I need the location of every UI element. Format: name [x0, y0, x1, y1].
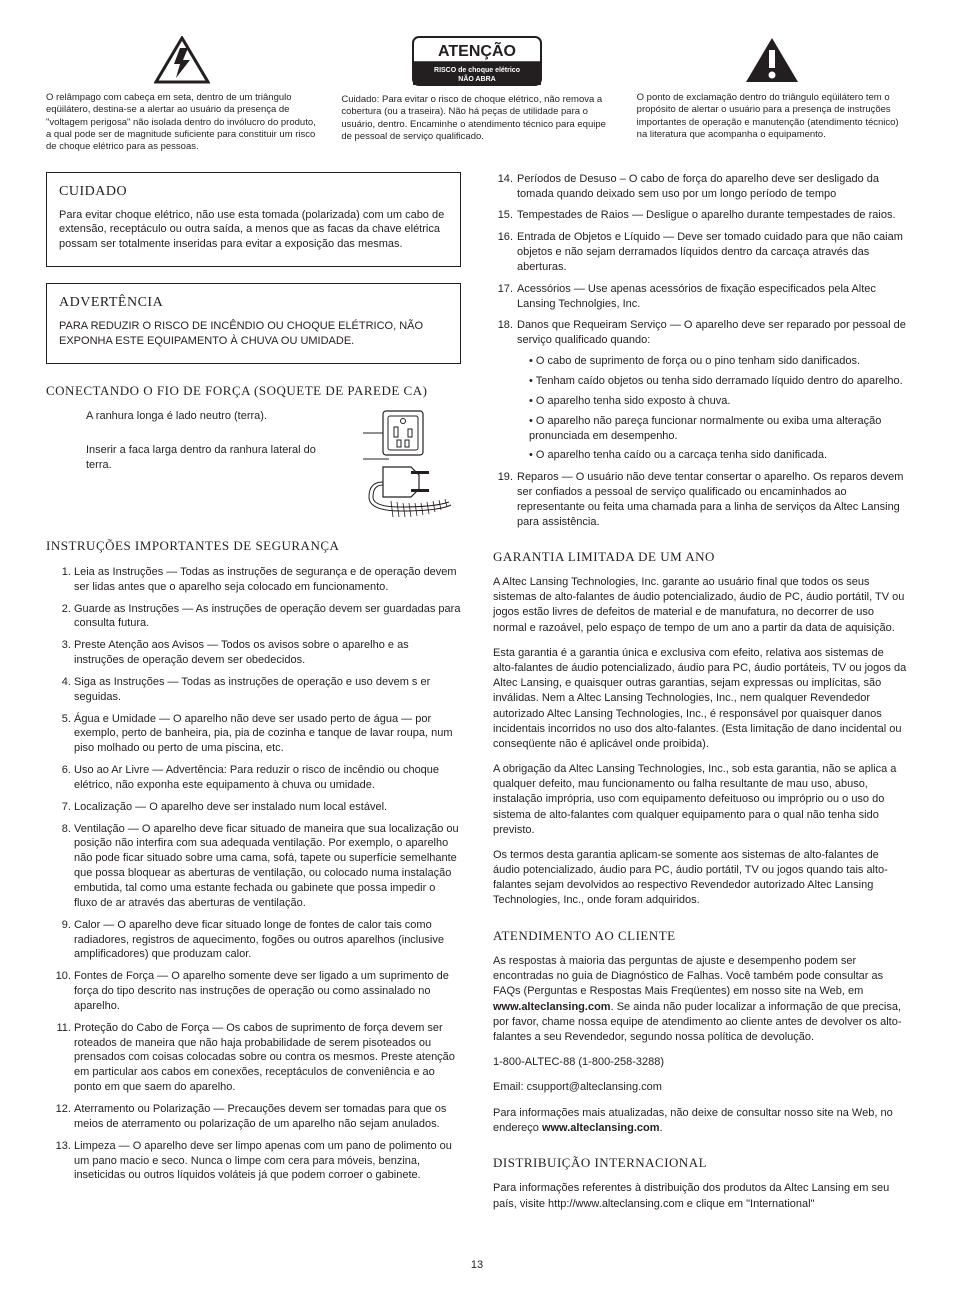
exclaim-icon-block: O ponto de exclamação dentro do triângul… — [637, 36, 908, 154]
page-number: 13 — [46, 1258, 908, 1273]
plug-diagram-block: A ranhura longa é lado neutro (terra). I… — [86, 409, 461, 519]
atendimento-title: ATENDIMENTO AO CLIENTE — [493, 927, 908, 945]
lightning-caption: O relâmpago com cabeça em seta, dentro d… — [46, 92, 317, 154]
left-column: CUIDADO Para evitar choque elétrico, não… — [46, 172, 461, 1222]
lightning-icon-block: O relâmpago com cabeça em seta, dentro d… — [46, 36, 317, 154]
instruction-item: Acessórios — Use apenas acessórios de fi… — [517, 282, 908, 312]
plug-label-2: Inserir a faca larga dentro da ranhura l… — [86, 443, 333, 474]
atencao-caption: Cuidado: Para evitar o risco de choque e… — [341, 94, 612, 143]
atencao-label-icon: ATENÇÃO RISCO de choque elétrico NÃO ABR… — [341, 36, 612, 86]
instructions-list-left: Leia as Instruções — Todas as instruções… — [56, 565, 461, 1183]
advertencia-box: ADVERTÊNCIA PARA REDUZIR O RISCO DE INCÊ… — [46, 283, 461, 364]
exclaim-triangle-icon — [637, 36, 908, 84]
instruction-sublist: O cabo de suprimento de força ou o pino … — [529, 354, 908, 463]
instruction-item: Preste Atenção aos Avisos — Todos os avi… — [74, 638, 461, 668]
atendimento-p2: Para informações mais atualizadas, não d… — [493, 1106, 908, 1136]
atendimento-site2: www.alteclansing.com — [542, 1122, 660, 1134]
atendimento-p2b: . — [660, 1122, 663, 1134]
instructions-list-right: Períodos de Desuso – O cabo de força do … — [493, 172, 908, 530]
instruction-item: Danos que Requeiram Serviço — O aparelho… — [517, 318, 908, 463]
plug-labels: A ranhura longa é lado neutro (terra). I… — [86, 409, 333, 473]
plug-label-1: A ranhura longa é lado neutro (terra). — [86, 409, 333, 424]
atencao-icon-block: ATENÇÃO RISCO de choque elétrico NÃO ABR… — [341, 36, 612, 154]
svg-text:NÃO ABRA: NÃO ABRA — [458, 74, 495, 83]
garantia-p2: Esta garantia é a garantia única e exclu… — [493, 646, 908, 752]
garantia-p3: A obrigação da Altec Lansing Technologie… — [493, 762, 908, 838]
atendimento-p1a: As respostas à maioria das perguntas de … — [493, 955, 883, 997]
instruction-item: Ventilação — O aparelho deve ficar situa… — [74, 822, 461, 911]
instruction-item: Calor — O aparelho deve ficar situado lo… — [74, 918, 461, 963]
instruction-item: Aterramento ou Polarização — Precauções … — [74, 1102, 461, 1132]
instruction-subitem: O cabo de suprimento de força ou o pino … — [529, 354, 908, 369]
svg-text:RISCO de choque elétrico: RISCO de choque elétrico — [434, 67, 520, 74]
instruction-item: Limpeza — O aparelho deve ser limpo apen… — [74, 1139, 461, 1184]
distrib-title: DISTRIBUIÇÃO INTERNACIONAL — [493, 1154, 908, 1172]
garantia-p4: Os termos desta garantia aplicam-se some… — [493, 848, 908, 909]
instruction-item: Uso ao Ar Livre — Advertência: Para redu… — [74, 763, 461, 793]
instruction-subitem: O aparelho tenha caído ou a carcaça tenh… — [529, 448, 908, 463]
cuidado-box: CUIDADO Para evitar choque elétrico, não… — [46, 172, 461, 267]
atendimento-email: Email: csupport@alteclansing.com — [493, 1080, 908, 1095]
atendimento-phone: 1-800-ALTEC-88 (1-800-258-3288) — [493, 1055, 908, 1070]
main-columns: CUIDADO Para evitar choque elétrico, não… — [46, 172, 908, 1222]
instruction-item: Guarde as Instruções — As instruções de … — [74, 602, 461, 632]
instruction-item: Reparos — O usuário não deve tentar cons… — [517, 470, 908, 529]
cuidado-title: CUIDADO — [59, 183, 448, 202]
conectando-title: CONECTANDO O FIO DE FORÇA (SOQUETE DE PA… — [46, 382, 461, 400]
advertencia-title: ADVERTÊNCIA — [59, 294, 448, 313]
instruction-item: Tempestades de Raios — Desligue o aparel… — [517, 208, 908, 223]
garantia-p1: A Altec Lansing Technologies, Inc. garan… — [493, 575, 908, 636]
instruction-item: Leia as Instruções — Todas as instruções… — [74, 565, 461, 595]
distrib-body: Para informações referentes à distribuiç… — [493, 1181, 908, 1211]
instruction-item: Água e Umidade — O aparelho não deve ser… — [74, 712, 461, 757]
instruction-item: Siga as Instruções — Todas as instruções… — [74, 675, 461, 705]
atendimento-site1: www.alteclansing.com — [493, 1001, 611, 1013]
instruction-item: Fontes de Força — O aparelho somente dev… — [74, 969, 461, 1014]
garantia-title: GARANTIA LIMITADA DE UM ANO — [493, 548, 908, 566]
instruction-subitem: Tenham caído objetos ou tenha sido derra… — [529, 374, 908, 389]
svg-text:ATENÇÃO: ATENÇÃO — [438, 40, 516, 60]
cuidado-body: Para evitar choque elétrico, não use est… — [59, 208, 448, 253]
instruction-item: Entrada de Objetos e Líquido — Deve ser … — [517, 230, 908, 275]
instrucoes-title: INSTRUÇÕES IMPORTANTES DE SEGURANÇA — [46, 537, 461, 555]
lightning-triangle-icon — [46, 36, 317, 84]
warning-icons-row: O relâmpago com cabeça em seta, dentro d… — [46, 36, 908, 154]
right-column: Períodos de Desuso – O cabo de força do … — [493, 172, 908, 1222]
instruction-item: Localização — O aparelho deve ser instal… — [74, 800, 461, 815]
exclaim-caption: O ponto de exclamação dentro do triângul… — [637, 92, 908, 141]
instruction-item: Proteção do Cabo de Força — Os cabos de … — [74, 1021, 461, 1095]
advertencia-body: PARA REDUZIR O RISCO DE INCÊNDIO OU CHOQ… — [59, 319, 448, 349]
instruction-subitem: O aparelho não pareça funcionar normalme… — [529, 414, 908, 444]
instruction-item: Períodos de Desuso – O cabo de força do … — [517, 172, 908, 202]
atendimento-p1: As respostas à maioria das perguntas de … — [493, 954, 908, 1045]
instruction-subitem: O aparelho tenha sido exposto à chuva. — [529, 394, 908, 409]
plug-outlet-icon — [361, 409, 461, 519]
